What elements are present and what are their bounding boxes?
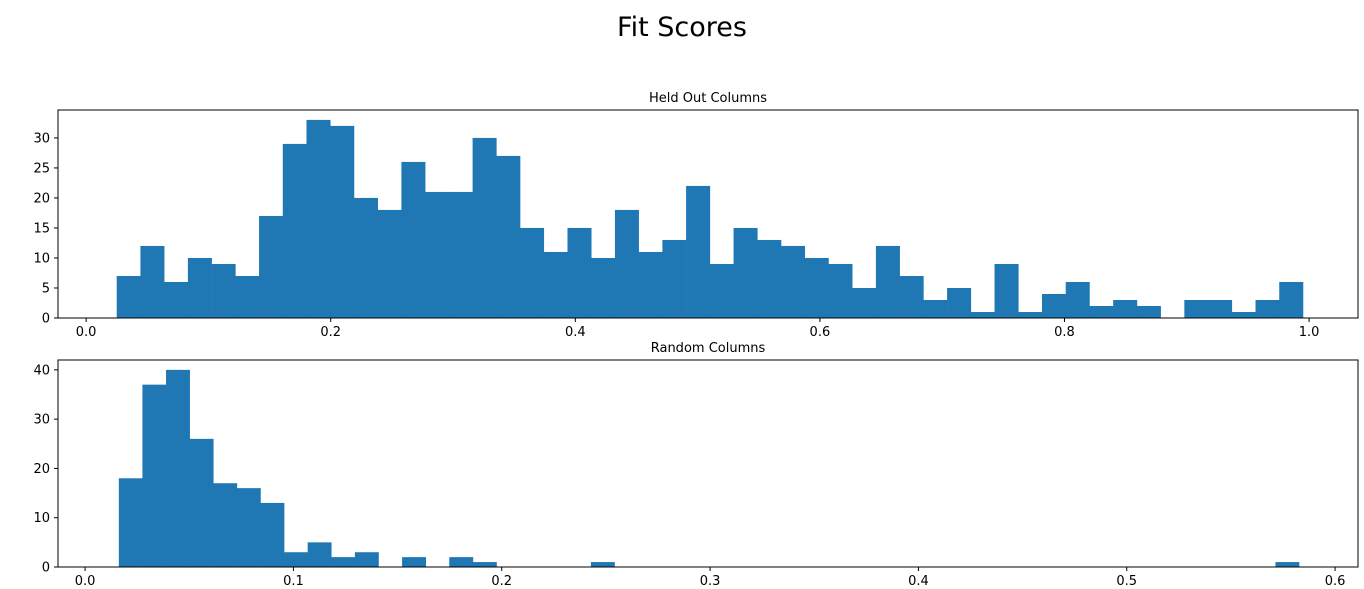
histogram-bar xyxy=(757,239,782,318)
histogram-bar xyxy=(1113,299,1138,318)
x-tick-label: 0.4 xyxy=(908,574,929,589)
x-tick-label: 0.0 xyxy=(75,574,96,589)
histogram-bar xyxy=(260,502,285,567)
x-tick-label: 0.5 xyxy=(1116,574,1137,589)
x-tick-label: 0.3 xyxy=(700,574,721,589)
y-tick-label: 10 xyxy=(33,251,50,266)
histogram-bar xyxy=(353,197,378,318)
histogram-bar xyxy=(235,275,260,318)
histogram-bar xyxy=(1018,311,1043,318)
y-tick-label: 30 xyxy=(33,131,50,146)
x-tick-label: 0.8 xyxy=(1054,325,1075,340)
histogram-bar xyxy=(875,245,900,318)
histogram-bar xyxy=(543,251,568,318)
histogram-bar xyxy=(331,557,356,567)
histogram-bar xyxy=(638,251,663,318)
histogram-bar xyxy=(1184,299,1209,318)
histogram-bar xyxy=(614,209,639,318)
histogram-bar xyxy=(448,191,473,318)
x-tick-label: 0.2 xyxy=(491,574,512,589)
y-tick-label: 10 xyxy=(33,511,50,526)
x-tick-label: 0.2 xyxy=(320,325,341,340)
histogram-bar xyxy=(213,483,238,567)
x-tick-label: 0.1 xyxy=(283,574,304,589)
subplot-2: Random Columns 0.0 0.1 0.2 0.3 0.4 0.5 0.6 0 10 20… xyxy=(33,341,1359,589)
histogram-bar xyxy=(1041,293,1067,318)
histogram-bar xyxy=(187,257,212,318)
histogram-bar xyxy=(284,552,308,567)
histogram-bar xyxy=(377,209,402,318)
histogram-bar xyxy=(852,287,877,318)
histogram-bar xyxy=(166,369,190,567)
histogram-bar xyxy=(1136,305,1161,318)
histogram-bar xyxy=(354,552,379,567)
y-tick-label: 15 xyxy=(33,221,50,236)
histogram-bar xyxy=(259,215,284,318)
histogram-bar xyxy=(496,155,521,318)
x-tick-label: 0.4 xyxy=(565,325,586,340)
histogram-bar xyxy=(236,488,261,567)
histogram-bar xyxy=(1231,311,1256,318)
y-tick-label: 0 xyxy=(42,561,50,576)
histogram-bar xyxy=(307,542,332,567)
histogram-bar xyxy=(282,143,307,318)
y-tick-label: 20 xyxy=(33,191,50,206)
x-tick-label: 0.6 xyxy=(810,325,831,340)
histogram-bar xyxy=(970,311,995,318)
histogram-bar xyxy=(1275,562,1300,567)
histogram-bar xyxy=(401,161,426,318)
subplot-title: Random Columns xyxy=(651,341,766,356)
histogram-bar xyxy=(142,384,167,567)
histogram-bar xyxy=(804,257,829,318)
x-tick-label: 0.0 xyxy=(76,325,97,340)
histogram-bar xyxy=(189,438,214,567)
histogram-bar xyxy=(781,245,806,318)
histogram-bar xyxy=(164,281,189,318)
histogram-bar xyxy=(590,562,615,567)
histogram-bar xyxy=(733,227,758,318)
histogram-bar xyxy=(211,263,236,318)
histogram-bar xyxy=(1065,281,1090,318)
histogram-bar xyxy=(330,125,355,318)
y-tick-label: 40 xyxy=(33,363,50,378)
histogram-bar xyxy=(140,245,165,318)
y-tick-label: 5 xyxy=(42,281,50,296)
histogram-bar xyxy=(472,137,497,318)
histogram-bar xyxy=(425,191,450,318)
histogram-bar xyxy=(662,239,687,318)
y-tick-label: 25 xyxy=(33,161,50,176)
y-tick-label: 0 xyxy=(42,312,50,327)
histogram-bar xyxy=(1208,299,1233,318)
histogram-bar xyxy=(1255,299,1280,318)
histogram-bar xyxy=(899,275,924,318)
y-tick-label: 20 xyxy=(33,462,50,477)
histogram-bar xyxy=(402,557,426,567)
histogram-bar xyxy=(116,275,141,318)
histogram-bar xyxy=(1279,281,1304,318)
figure-title: Fit Scores xyxy=(617,12,747,43)
subplot-1: Held Out Columns 0.0 0.2 0.4 0.6 0.8 1.0 0 5 10 15… xyxy=(33,91,1359,340)
histogram-bar xyxy=(947,287,972,318)
histogram-bar xyxy=(567,227,592,318)
histogram-bar xyxy=(520,227,545,318)
x-tick-label: 1.0 xyxy=(1299,325,1320,340)
histogram-bar xyxy=(828,263,853,318)
axes-frame xyxy=(57,359,1359,568)
histogram-bar xyxy=(1089,305,1114,318)
y-tick-label: 30 xyxy=(33,413,50,428)
histogram-bar xyxy=(591,257,616,318)
histogram-bar xyxy=(118,478,143,567)
histogram-bar xyxy=(472,562,497,567)
histogram-bar xyxy=(709,263,734,318)
subplot-title: Held Out Columns xyxy=(649,91,767,106)
histogram-bar xyxy=(994,263,1019,318)
histogram-bar xyxy=(923,299,948,318)
x-tick-label: 0.6 xyxy=(1325,574,1346,589)
histogram-bar xyxy=(449,557,474,567)
histogram-bar xyxy=(686,185,711,318)
axes-frame xyxy=(57,109,1359,319)
histogram-bar xyxy=(306,119,331,319)
